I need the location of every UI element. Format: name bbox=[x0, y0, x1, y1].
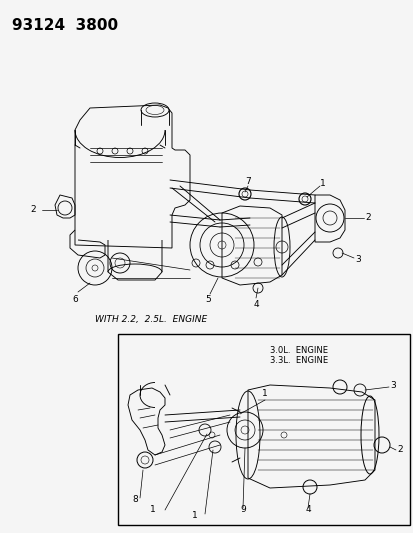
Text: 2: 2 bbox=[396, 446, 402, 455]
Text: 2: 2 bbox=[364, 214, 370, 222]
Text: 3.0L.  ENGINE: 3.0L. ENGINE bbox=[269, 346, 327, 355]
Text: 4: 4 bbox=[253, 300, 258, 309]
Text: 6: 6 bbox=[72, 295, 78, 304]
Text: 1: 1 bbox=[150, 505, 156, 514]
Text: WITH 2.2,  2.5L.  ENGINE: WITH 2.2, 2.5L. ENGINE bbox=[95, 315, 207, 324]
Text: 3: 3 bbox=[354, 255, 360, 264]
Text: 2: 2 bbox=[30, 206, 36, 214]
Text: 1: 1 bbox=[261, 389, 267, 398]
Text: 1: 1 bbox=[192, 511, 197, 520]
Text: 3.3L.  ENGINE: 3.3L. ENGINE bbox=[269, 356, 328, 365]
Text: 3: 3 bbox=[389, 381, 395, 390]
Bar bbox=[118, 334, 409, 525]
Text: 7: 7 bbox=[244, 177, 250, 187]
Text: 93124  3800: 93124 3800 bbox=[12, 18, 118, 33]
Text: 1: 1 bbox=[319, 179, 325, 188]
Text: 8: 8 bbox=[132, 496, 138, 505]
Text: 5: 5 bbox=[204, 295, 210, 304]
Text: 9: 9 bbox=[240, 505, 245, 514]
Text: 4: 4 bbox=[304, 505, 310, 514]
